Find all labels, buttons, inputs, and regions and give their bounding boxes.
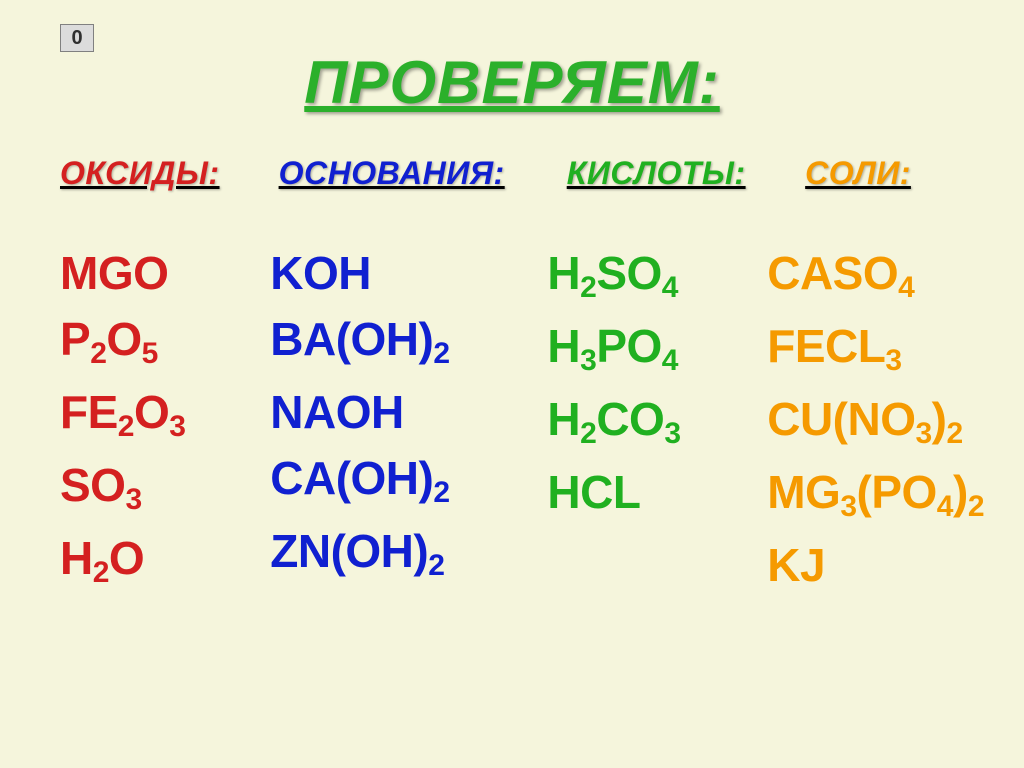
subscript: 4 bbox=[662, 344, 678, 377]
chemical-formula: H2SO4 bbox=[547, 250, 767, 303]
subscript: 2 bbox=[428, 549, 444, 582]
subscript: 2 bbox=[580, 417, 596, 450]
column-salts: CASO4 FECL3 CU(NO3)2 MG3(PO4)2 KJ bbox=[767, 250, 984, 728]
chemical-formula: FECL3 bbox=[767, 323, 984, 376]
chemical-formula: FE2O3 bbox=[60, 389, 270, 442]
chemical-formula: CA(OH)2 bbox=[270, 455, 547, 508]
subscript: 2 bbox=[93, 556, 109, 589]
chemical-formula: KJ bbox=[767, 542, 984, 588]
column-acids: H2SO4 H3PO4 H2CO3 HCL bbox=[547, 250, 767, 728]
subscript: 2 bbox=[947, 417, 963, 450]
chemical-formula: MGO bbox=[60, 250, 270, 296]
header-oxides: ОКСИДЫ: bbox=[60, 155, 279, 192]
chemical-formula: HCL bbox=[547, 469, 767, 515]
chemical-formula: BA(OH)2 bbox=[270, 316, 547, 369]
header-bases: ОСНОВАНИЯ: bbox=[279, 155, 567, 192]
chemical-formula: MG3(PO4)2 bbox=[767, 469, 984, 522]
chemical-formula: NAOH bbox=[270, 389, 547, 435]
subscript: 2 bbox=[433, 337, 449, 370]
header-salts: СОЛИ: bbox=[805, 155, 984, 192]
subscript: 2 bbox=[968, 490, 984, 523]
category-headers-row: ОКСИДЫ: ОСНОВАНИЯ: КИСЛОТЫ: СОЛИ: bbox=[60, 155, 984, 192]
chemical-formula: KOH bbox=[270, 250, 547, 296]
chemical-formula: H3PO4 bbox=[547, 323, 767, 376]
subscript: 2 bbox=[118, 410, 134, 443]
column-bases: KOH BA(OH)2 NAOH CA(OH)2 ZN(OH)2 bbox=[270, 250, 547, 728]
subscript: 2 bbox=[433, 476, 449, 509]
chemical-formula: ZN(OH)2 bbox=[270, 528, 547, 581]
subscript: 3 bbox=[169, 410, 185, 443]
column-oxides: MGO P2O5 FE2O3 SO3 H2O bbox=[60, 250, 270, 728]
subscript: 4 bbox=[937, 490, 953, 523]
chemical-formula: SO3 bbox=[60, 462, 270, 515]
subscript: 3 bbox=[840, 490, 856, 523]
slide-title: ПРОВЕРЯЕМ: bbox=[0, 48, 1024, 117]
subscript: 2 bbox=[90, 337, 106, 370]
chemical-formula: CASO4 bbox=[767, 250, 984, 303]
subscript: 4 bbox=[662, 271, 678, 304]
subscript: 3 bbox=[915, 417, 931, 450]
subscript: 5 bbox=[142, 337, 158, 370]
chemical-formula: H2O bbox=[60, 535, 270, 588]
subscript: 3 bbox=[580, 344, 596, 377]
header-acids: КИСЛОТЫ: bbox=[567, 155, 805, 192]
subscript: 2 bbox=[580, 271, 596, 304]
subscript: 3 bbox=[885, 344, 901, 377]
chemical-formula: P2O5 bbox=[60, 316, 270, 369]
subscript: 4 bbox=[898, 271, 914, 304]
subscript: 3 bbox=[664, 417, 680, 450]
subscript: 3 bbox=[125, 483, 141, 516]
chemical-formula: CU(NO3)2 bbox=[767, 396, 984, 449]
chemical-formula: H2CO3 bbox=[547, 396, 767, 449]
formula-columns: MGO P2O5 FE2O3 SO3 H2O KOH BA(OH)2 NAOH CA(OH)2… bbox=[60, 250, 984, 728]
